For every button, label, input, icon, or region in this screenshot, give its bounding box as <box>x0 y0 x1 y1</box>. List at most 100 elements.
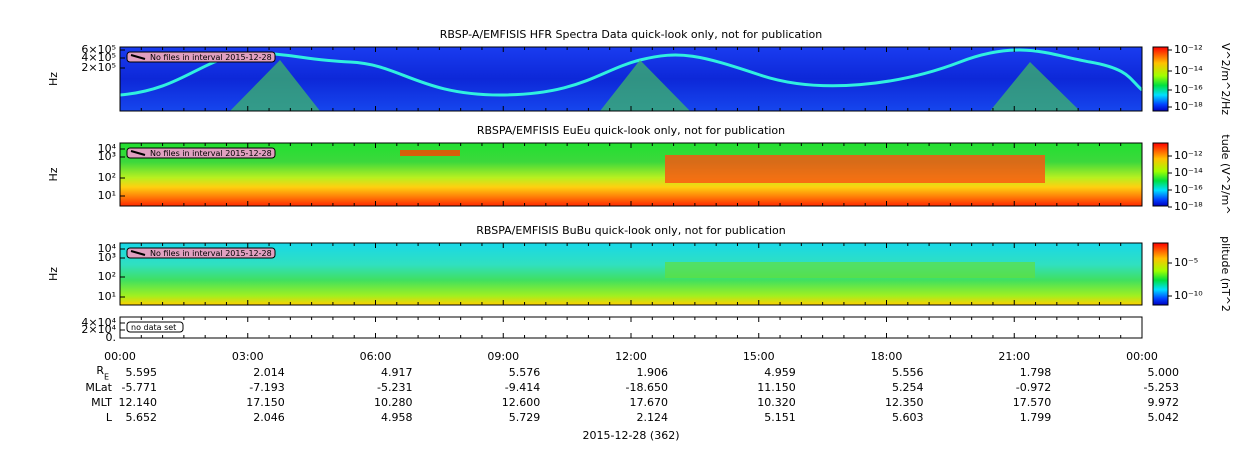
colorbar <box>1152 46 1169 112</box>
colorbar-tick-label: 10⁻⁵ <box>1174 256 1198 269</box>
y-tick-label: 10⁴ <box>98 142 117 155</box>
ephemeris-value: 10.280 <box>374 396 413 409</box>
ephemeris-value: 12.600 <box>502 396 541 409</box>
y-axis-label: Hz <box>47 72 60 86</box>
colorbar-tick-label: 10⁻¹² <box>1174 43 1203 56</box>
ephemeris-value: 5.254 <box>892 381 924 394</box>
ephemeris-value: 9.972 <box>1148 396 1180 409</box>
colorbar-tick-label: 10⁻¹⁶ <box>1174 83 1203 96</box>
note-box <box>126 51 276 63</box>
spectral-band <box>119 48 1143 97</box>
y-tick-label: 4×10⁴ <box>81 316 116 329</box>
note-text: No files in interval 2015-12-28 <box>150 249 272 258</box>
note: No files in interval 2015-12-28 <box>126 247 276 259</box>
panel-title: RBSPA/EMFISIS BuBu quick-look only, not … <box>476 224 786 237</box>
intensity-patch <box>665 262 1035 278</box>
ephemeris-label: MLat <box>85 381 112 394</box>
colorbar-tick-label: 10⁻¹⁴ <box>1174 64 1203 77</box>
panel-title: RBSPA/EMFISIS EuEu quick-look only, not … <box>477 124 785 137</box>
ephemeris-value: 2.014 <box>253 366 285 379</box>
note-box <box>126 147 276 159</box>
ephemeris-value: 5.556 <box>892 366 924 379</box>
y-tick-label: 4×10⁵ <box>81 51 116 64</box>
y-tick-label: 10¹ <box>98 189 116 202</box>
note-text: no data set <box>131 323 176 332</box>
colorbar-tick-label: 10⁻¹⁸ <box>1174 100 1203 113</box>
ephemeris-value: -5.771 <box>122 381 157 394</box>
ephemeris-label: R <box>96 364 104 377</box>
y-tick-label: 10³ <box>98 150 116 163</box>
ephemeris-value: 1.799 <box>1020 411 1052 424</box>
note-icon <box>130 150 146 156</box>
ephemeris-value: 2.124 <box>637 411 669 424</box>
colorbar-label: tude (V^2/m^ <box>1219 134 1232 214</box>
colorbar-label: plitude (nT^2 <box>1219 236 1232 312</box>
ephemeris-value: 5.042 <box>1148 411 1180 424</box>
date-label: 2015-12-28 (362) <box>582 429 679 442</box>
ephemeris-value: 5.652 <box>126 411 158 424</box>
y-tick-label: 10¹ <box>98 290 116 303</box>
time-tick-label: 03:00 <box>232 350 264 363</box>
ephemeris-value: -7.193 <box>249 381 284 394</box>
ephemeris-value: 4.917 <box>381 366 413 379</box>
note-icon <box>130 54 146 60</box>
ephemeris-value: 5.151 <box>764 411 796 424</box>
note-text: No files in interval 2015-12-28 <box>150 53 272 62</box>
time-tick-label: 21:00 <box>998 350 1030 363</box>
y-tick-label: 2×10⁵ <box>81 61 116 74</box>
ephemeris-value: 2.046 <box>253 411 285 424</box>
ephemeris-label-sub: E <box>104 373 109 382</box>
spectral-band <box>230 60 1080 111</box>
ephemeris-value: 5.576 <box>509 366 541 379</box>
ephemeris-value: 4.958 <box>381 411 413 424</box>
colorbar-label: V^2/m^2/Hz <box>1219 43 1232 115</box>
ephemeris-value: -5.231 <box>377 381 412 394</box>
colorbar-tick-label: 10⁻¹⁸ <box>1174 200 1203 213</box>
y-tick-label: 10⁴ <box>98 242 117 255</box>
note-icon <box>130 250 146 256</box>
ephemeris-label: MLT <box>91 396 112 409</box>
ephemeris-value: 5.729 <box>509 411 541 424</box>
time-tick-label: 00:00 <box>1126 350 1158 363</box>
spectrogram <box>120 317 1142 338</box>
ephemeris-label: L <box>106 411 113 424</box>
intensity-patch <box>400 150 460 156</box>
time-tick-label: 09:00 <box>487 350 519 363</box>
y-tick-label: 6×10⁵ <box>81 43 116 56</box>
y-tick-label: 2×10⁴ <box>81 323 116 336</box>
y-axis-label: Hz <box>47 167 60 181</box>
y-tick-label: 10² <box>98 171 116 184</box>
ephemeris-value: -18.650 <box>626 381 668 394</box>
colorbar <box>1152 142 1169 207</box>
ephemeris-value: 1.798 <box>1020 366 1052 379</box>
ephemeris-value: -0.972 <box>1016 381 1051 394</box>
ephemeris-value: 1.906 <box>637 366 669 379</box>
ephemeris-value: 5.595 <box>126 366 158 379</box>
ephemeris-value: -5.253 <box>1144 381 1179 394</box>
ephemeris-value: 17.570 <box>1013 396 1052 409</box>
y-axis-label: Hz <box>47 267 60 281</box>
note-text: No files in interval 2015-12-28 <box>150 149 272 158</box>
note-box <box>126 247 276 259</box>
ephemeris-value: 12.140 <box>119 396 158 409</box>
note: No files in interval 2015-12-28 <box>126 147 276 159</box>
ephemeris-value: 4.959 <box>764 366 796 379</box>
y-tick-label: 10³ <box>98 251 116 264</box>
intensity-patch <box>665 155 1045 183</box>
note: No files in interval 2015-12-28 <box>126 51 276 63</box>
y-tick-label: 0. <box>106 331 117 344</box>
ephemeris-value: 10.320 <box>757 396 796 409</box>
y-tick-label: 10² <box>98 270 116 283</box>
panel-title: RBSP-A/EMFISIS HFR Spectra Data quick-lo… <box>440 28 823 41</box>
ephemeris-value: 11.150 <box>757 381 796 394</box>
ephemeris-value: 17.670 <box>630 396 669 409</box>
ephemeris-value: -9.414 <box>505 381 540 394</box>
time-tick-label: 00:00 <box>104 350 136 363</box>
colorbar-tick-label: 10⁻¹² <box>1174 149 1203 162</box>
time-tick-label: 18:00 <box>871 350 903 363</box>
time-tick-label: 12:00 <box>615 350 647 363</box>
note-box <box>126 321 184 333</box>
colorbar-tick-label: 10⁻¹⁰ <box>1174 289 1203 302</box>
ephemeris-value: 5.000 <box>1148 366 1180 379</box>
